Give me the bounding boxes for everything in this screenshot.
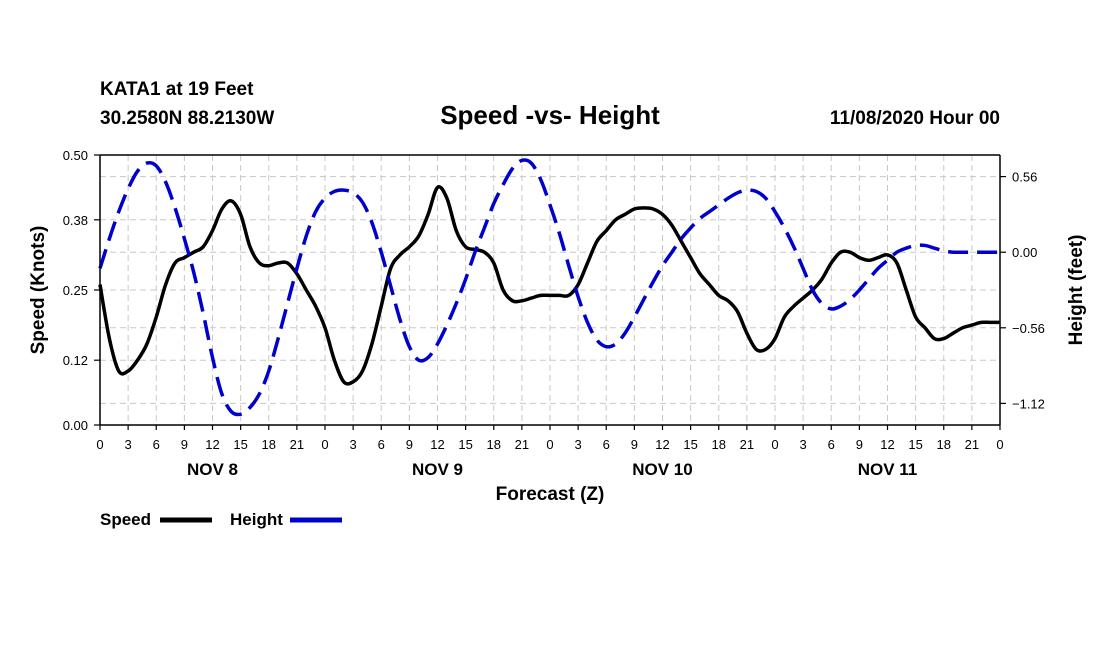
y2-tick-label: −1.12 [1012,396,1045,411]
x-tick-label: 12 [430,437,444,452]
x-tick-label: 18 [487,437,501,452]
day-label: NOV 10 [632,460,692,479]
x-tick-label: 15 [458,437,472,452]
x-tick-label: 3 [125,437,132,452]
x-tick-label: 0 [546,437,553,452]
x-tick-label: 0 [996,437,1003,452]
x-tick-label: 21 [290,437,304,452]
day-label: NOV 11 [858,460,918,479]
datetime-label: 11/08/2020 Hour 00 [830,108,1000,129]
x-tick-label: 12 [655,437,669,452]
x-tick-label: 15 [233,437,247,452]
series-speed-line [98,185,1000,386]
day-label: NOV 9 [412,460,463,479]
y2-axis-title: Height (feet) [1066,235,1087,346]
x-tick-label: 6 [378,437,385,452]
x-tick-label: 6 [603,437,610,452]
x-tick-label: 0 [96,437,103,452]
y2-tick-label: 0.56 [1012,170,1037,185]
x-axis-title: Forecast (Z) [496,484,605,505]
x-tick-label: 9 [181,437,188,452]
series-layer [98,158,1000,417]
x-tick-label: 3 [800,437,807,452]
x-tick-label: 3 [575,437,582,452]
x-tick-label: 21 [515,437,529,452]
x-tick-label: 6 [828,437,835,452]
legend: Speed Height [100,510,342,529]
legend-height-label: Height [230,510,283,529]
y-tick-label: 0.00 [63,418,88,433]
y-axis-title: Speed (Knots) [28,226,49,355]
y2-tick-label: −0.56 [1012,321,1045,336]
x-tick-label: 6 [153,437,160,452]
day-label: NOV 8 [187,460,238,479]
coords-label: 30.2580N 88.2130W [100,108,274,129]
y2-tick-label: 0.00 [1012,245,1037,260]
y-tick-label: 0.12 [63,353,88,368]
x-tick-label: 9 [406,437,413,452]
y-tick-label: 0.50 [63,148,88,163]
x-tick-label: 12 [880,437,894,452]
y-tick-label: 0.25 [63,283,88,298]
x-tick-label: 0 [771,437,778,452]
chart-title: Speed -vs- Height [440,100,660,130]
legend-speed-label: Speed [100,510,151,529]
y-tick-label: 0.38 [63,213,88,228]
station-label: KATA1 at 19 Feet [100,79,254,100]
x-tick-label: 3 [350,437,357,452]
x-tick-label: 9 [856,437,863,452]
x-tick-label: 0 [321,437,328,452]
axes-layer: 0.00 0.12 0.25 0.38 0.50 0.56 0.00 −0.56 −1.12 0 3… [63,148,1045,479]
x-tick-label: 18 [937,437,951,452]
x-tick-label: 21 [965,437,979,452]
x-tick-label: 9 [631,437,638,452]
series-height-line [98,158,1000,417]
x-tick-label: 21 [740,437,754,452]
x-tick-label: 18 [262,437,276,452]
x-tick-label: 18 [712,437,726,452]
grid-layer [100,155,1000,425]
x-tick-label: 15 [908,437,922,452]
x-tick-label: 15 [683,437,697,452]
x-tick-label: 12 [205,437,219,452]
